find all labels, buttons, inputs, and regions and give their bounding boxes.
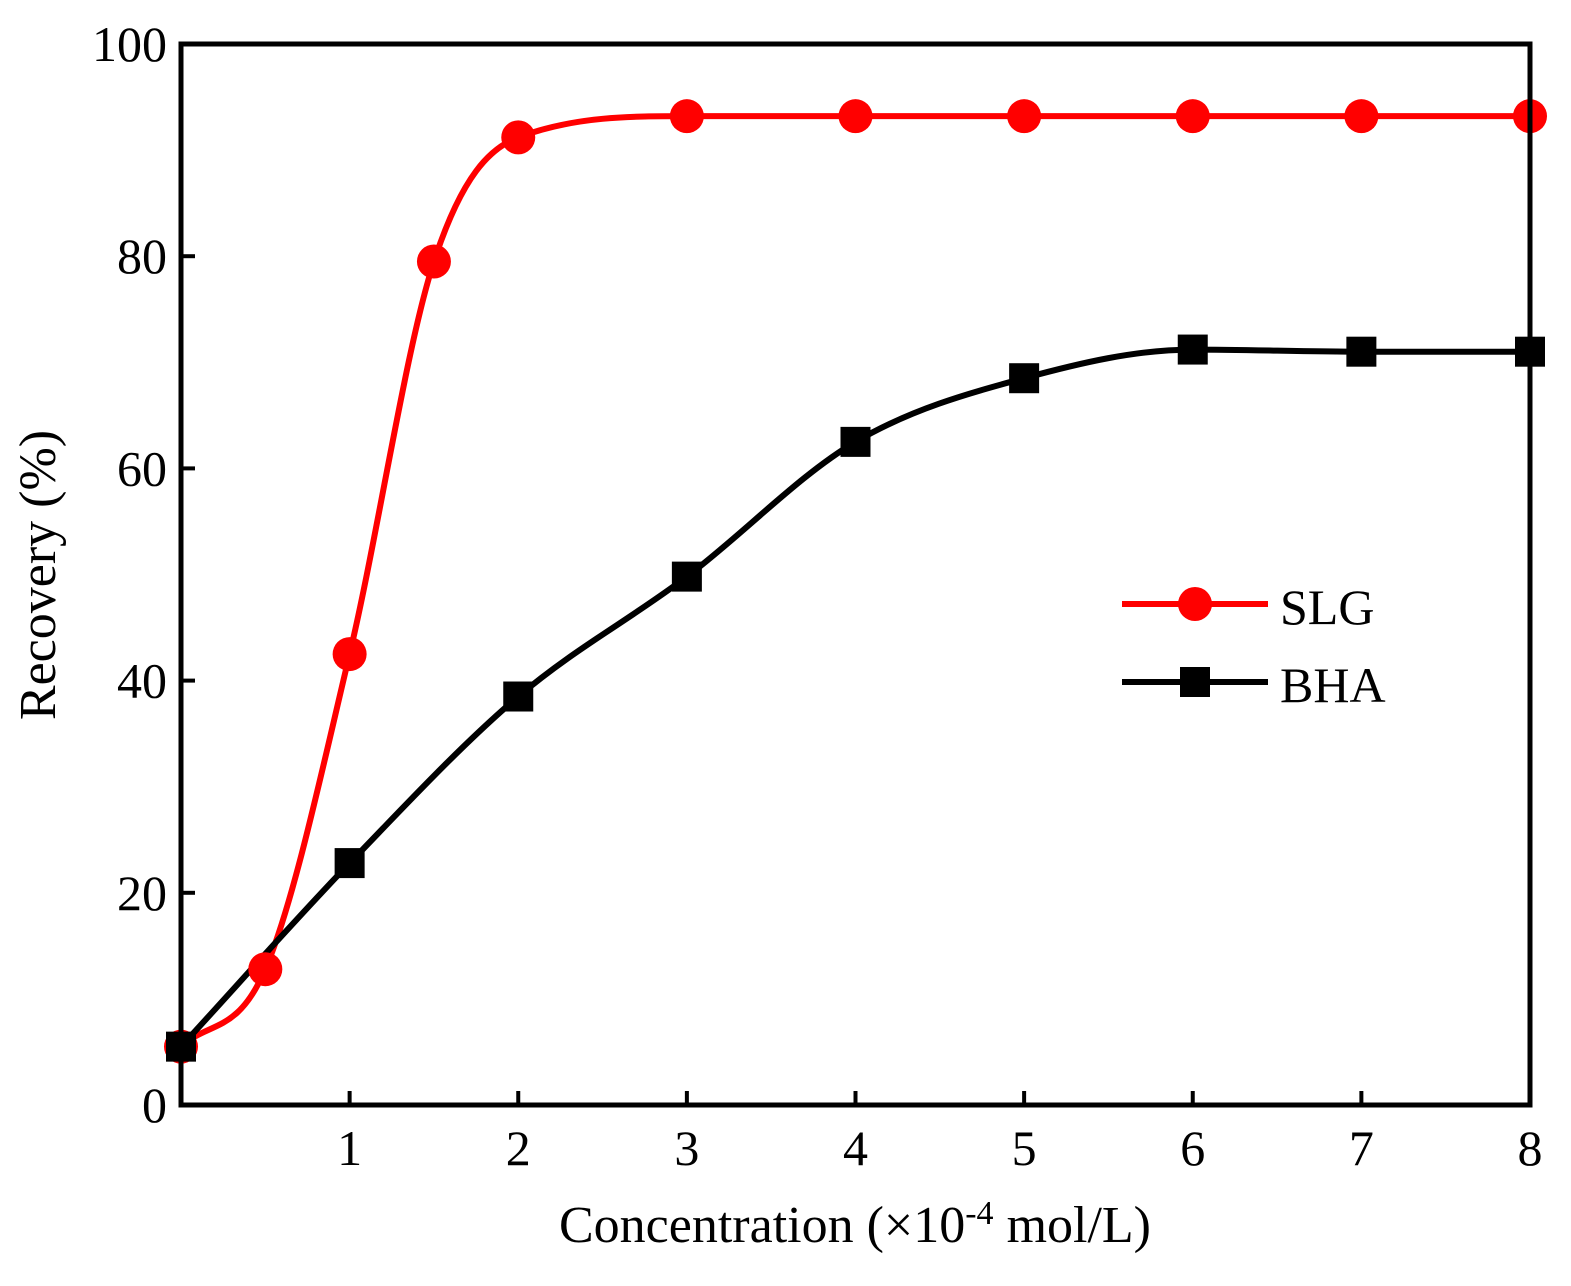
x-axis-title-superscript: -4 xyxy=(965,1195,993,1232)
x-axis-title: Concentration (×10-4 mol/L) xyxy=(559,1195,1151,1254)
y-tick-label: 40 xyxy=(117,653,167,709)
legend-bha-marker xyxy=(1180,667,1210,697)
legend: SLG BHA xyxy=(1122,579,1386,713)
bha-point xyxy=(1177,334,1208,365)
x-tick-label: 3 xyxy=(674,1120,699,1176)
bha-point xyxy=(503,681,534,712)
slg-point xyxy=(416,244,451,279)
bha-point xyxy=(840,426,871,457)
plot-frame xyxy=(178,41,1533,1108)
slg-point xyxy=(501,120,536,155)
y-tick-label: 60 xyxy=(117,440,167,496)
x-tick-label: 8 xyxy=(1518,1120,1543,1176)
y-tick-label: 80 xyxy=(117,228,167,284)
bha-point xyxy=(671,561,702,592)
legend-slg-marker xyxy=(1178,587,1212,621)
x-tick-label: 1 xyxy=(337,1120,362,1176)
slg-point xyxy=(669,99,704,134)
legend-bha-label: BHA xyxy=(1280,657,1386,713)
x-axis-title-suffix: mol/L) xyxy=(994,1197,1151,1254)
x-tick-label: 7 xyxy=(1349,1120,1374,1176)
slg-point xyxy=(838,99,873,134)
bha-point xyxy=(1009,363,1040,394)
x-tick-label: 5 xyxy=(1012,1120,1037,1176)
x-axis-title-main: Concentration (×10 xyxy=(559,1197,965,1254)
slg-point xyxy=(1175,99,1210,134)
y-axis-title: Recovery (%) xyxy=(10,430,67,720)
y-tick-label: 20 xyxy=(117,865,167,921)
x-tick-label: 4 xyxy=(843,1120,868,1176)
x-tick-label: 2 xyxy=(506,1120,531,1176)
legend-slg-label: SLG xyxy=(1280,579,1374,635)
bha-point xyxy=(1346,336,1377,367)
slg-point xyxy=(1344,99,1379,134)
bha-curve xyxy=(178,346,1530,1049)
slg-point xyxy=(1007,99,1042,134)
slg-point xyxy=(332,637,367,672)
y-tick-label: 100 xyxy=(92,16,167,72)
bha-point xyxy=(334,848,365,879)
plot-content xyxy=(164,99,1547,1064)
slg-curve xyxy=(178,113,1530,1049)
x-tick-label: 6 xyxy=(1180,1120,1205,1176)
slg-point xyxy=(248,952,283,987)
y-tick-label: 0 xyxy=(142,1077,167,1133)
